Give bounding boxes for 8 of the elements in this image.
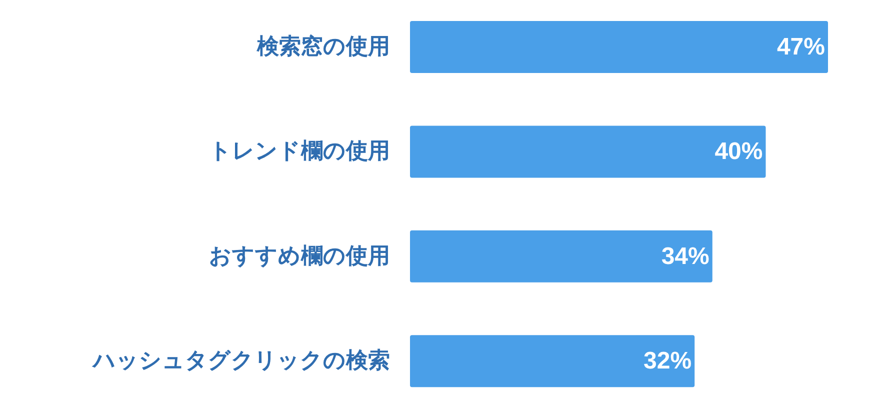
- y-tick-label: ハッシュタグクリックの検索: [91, 348, 390, 374]
- data-label: 47%: [776, 34, 825, 60]
- y-tick-label: 検索窓の使用: [256, 34, 390, 60]
- data-label: 34%: [661, 242, 710, 270]
- data-label: 40%: [714, 138, 763, 166]
- y-tick-label: トレンド欄の使用: [209, 139, 390, 164]
- y-tick-label: おすすめ欄の使用: [209, 244, 390, 269]
- data-label: 32%: [644, 348, 692, 375]
